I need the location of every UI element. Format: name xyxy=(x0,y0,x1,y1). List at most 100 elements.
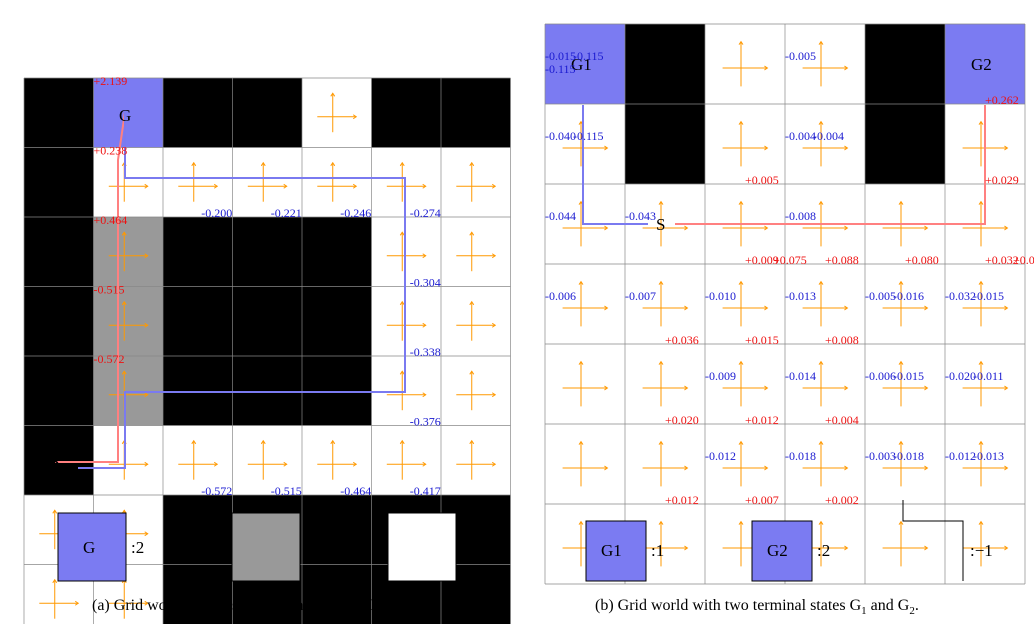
panel-a-red-value-3: -0.515 xyxy=(94,282,125,296)
panel-b-arrow-hh-3-0 xyxy=(604,305,609,311)
panel-b-red-value-16: +0.007 xyxy=(745,493,779,507)
panel-b-arrow-vh-2-5 xyxy=(978,200,984,205)
panel-b-red-value-0: +0.262 xyxy=(985,93,1019,107)
panel-b-arrow-vh-5-0 xyxy=(578,440,584,445)
panel-b-arrow-6-4 xyxy=(882,520,929,567)
panel-b-arrow-vh-3-4 xyxy=(898,280,904,285)
panel-a-cell-1-2 xyxy=(163,147,233,217)
panel-b-arrow-1-3 xyxy=(802,120,849,167)
panel-b-gridlines xyxy=(544,23,1026,585)
panel-a-cell-0-2 xyxy=(163,78,233,148)
panel-a-arrow-hh-5-3 xyxy=(283,461,288,467)
panel-b-arrow-3-0 xyxy=(562,280,609,327)
panel-b-arrow-hh-1-2 xyxy=(764,145,769,151)
panel-b-arrow-4-3 xyxy=(802,360,849,407)
panel-a-red-value-0: +2.139 xyxy=(94,74,128,88)
panel-b-arrow-3-3 xyxy=(802,280,849,327)
panel-b-blue-values: -0.015-0.115-0.115-0.040-0.115-0.005-0.0… xyxy=(545,49,1004,463)
panel-b-arrow-hh-4-3 xyxy=(844,385,849,391)
panel-b-cell-3-3 xyxy=(785,264,865,344)
panel-b-red-value-4: +0.032 xyxy=(985,253,1019,267)
panel-b-red-value-12: +0.020 xyxy=(665,413,699,427)
panel-b-arrow-vh-6-4 xyxy=(898,520,904,525)
panel-b-arrow-hh-4-0 xyxy=(604,385,609,391)
panel-b-red-value-13: +0.012 xyxy=(745,413,779,427)
panel-a-blue-value-7: -0.572 xyxy=(201,484,232,498)
panel-a-cell-2-4 xyxy=(302,217,372,287)
panel-b-arrow-hh-3-4 xyxy=(924,305,929,311)
panel-b-arrow-vh-2-2 xyxy=(738,200,744,205)
panel-a-cell-4-3 xyxy=(232,356,302,426)
panel-b-red-value-11: +0.008 xyxy=(825,333,859,347)
panel-a-cell-5-1 xyxy=(93,425,163,495)
panel-a-arrow-hh-1-3 xyxy=(283,183,288,189)
panel-b-cell-1-2 xyxy=(705,104,785,184)
panel-b-cell-3-0 xyxy=(545,264,625,344)
panel-b-cell-3-1 xyxy=(625,264,705,344)
panel-b-blue-value-19: -0.006 xyxy=(865,369,896,383)
panel-b-legend-g2-swatch xyxy=(751,520,813,582)
panel-a-arrow-hh-4-5 xyxy=(422,392,427,398)
panel-b-caption-end: . xyxy=(915,597,919,614)
panel-a-arrow-2-6 xyxy=(456,231,497,272)
panel-a-arrow-5-4 xyxy=(317,439,358,480)
panel-a-arrow-hh-6-1 xyxy=(144,531,149,537)
panel-a-cell-1-4 xyxy=(302,147,372,217)
panel-a-cell-3-5 xyxy=(371,286,441,356)
panel-a-arrow-hh-1-5 xyxy=(422,183,427,189)
panel-b-cell-0-5 xyxy=(945,24,1025,104)
panel-b-legend-g1-glyph: G1 xyxy=(601,541,622,560)
panel-b-blue-value-28: -0.018 xyxy=(785,449,816,463)
panel-a-legend-penalty-swatch xyxy=(231,512,301,582)
panel-a-cell-7-2 xyxy=(163,564,233,624)
panel-a-cell-1-0 xyxy=(24,147,94,217)
panel-b-red-value-17: +0.002 xyxy=(825,493,859,507)
panel-a-blue-value-1: -0.221 xyxy=(271,206,302,220)
panel-b-arrow-vh-1-5 xyxy=(978,120,984,125)
panel-a-arrow-hh-1-1 xyxy=(144,183,149,189)
panel-b-g1-label: G1 xyxy=(571,55,592,74)
panel-b-red-path xyxy=(675,105,986,225)
panel-b-arrow-vh-6-1 xyxy=(658,520,664,525)
panel-b-arrow-vh-3-0 xyxy=(578,280,584,285)
panel-b-legend-g1-text: :1 xyxy=(651,541,664,560)
panel-a-arrow-hh-3-6 xyxy=(491,322,497,328)
panel-b-caption-sub1: 1 xyxy=(861,605,867,617)
panel-b-cell-1-3 xyxy=(785,104,865,184)
panel-a-red-value-1: +0.238 xyxy=(94,143,128,157)
panel-a-cell-2-0 xyxy=(24,217,94,287)
panel-b-cell-3-5 xyxy=(945,264,1025,344)
panel-a-arrow-vh-0-4 xyxy=(330,92,336,97)
panel-b-arrow-3-4 xyxy=(882,280,929,327)
panel-a-arrow-vh-3-6 xyxy=(469,300,475,306)
panel-b-caption-sub2: 2 xyxy=(909,605,915,617)
panel-a-arrow-hh-5-1 xyxy=(144,461,149,467)
panel-a-cell-2-2 xyxy=(163,217,233,287)
panel-b-arrow-vh-3-5 xyxy=(978,280,984,285)
panel-b-arrow-vh-6-0 xyxy=(578,520,584,525)
panel-b-red-value-7: +0.080 xyxy=(905,253,939,267)
panel-b-blue-value-9: -0.044 xyxy=(545,209,576,223)
panel-b-blue-value-18: -0.007 xyxy=(625,289,656,303)
panel-a-blue-value-4: -0.304 xyxy=(410,276,441,290)
panel-b-arrow-5-1 xyxy=(642,440,689,487)
panel-b-arrow-hh-5-0 xyxy=(604,465,609,471)
panel-b-cell-0-3 xyxy=(785,24,865,104)
panel-a-arrow-hh-1-2 xyxy=(213,183,219,189)
panel-b-arrow-2-1 xyxy=(642,200,689,247)
panel-b-blue-value-12: -0.005 xyxy=(865,289,896,303)
panel-b-blue-path xyxy=(582,105,648,225)
panel-a-arrow-4-5 xyxy=(386,370,427,411)
panel-b-cell-5-0 xyxy=(545,424,625,504)
panel-a-cell-4-0 xyxy=(24,356,94,426)
panel-b-blue-value-29: -0.018 xyxy=(893,449,924,463)
panel-a-arrow-1-5 xyxy=(386,161,427,202)
panel-a-arrow-1-3 xyxy=(247,161,288,202)
panel-a-blue-path xyxy=(78,112,406,469)
panel-b-arrow-6-3 xyxy=(802,520,849,567)
panel-b-arrow-5-4 xyxy=(882,440,929,487)
panel-a-cell-3-0 xyxy=(24,286,94,356)
panel-b-cell-4-0 xyxy=(545,344,625,424)
panel-b-blue-value-21: -0.009 xyxy=(705,369,736,383)
panel-b-start-label: S xyxy=(656,215,665,234)
